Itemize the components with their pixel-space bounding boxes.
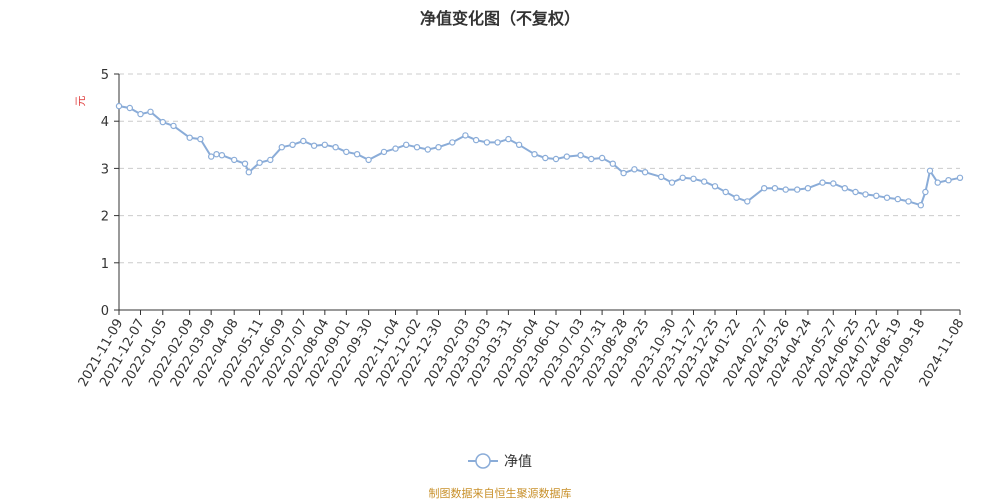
data-point [332,143,339,151]
data-point [862,191,869,198]
data-point [365,156,372,164]
data-point [922,188,929,196]
data-point [403,141,410,148]
y-tick-label: 0 [101,304,109,319]
data-point [598,154,606,162]
data-point [830,180,837,187]
data-point [449,139,456,146]
data-point [733,194,740,201]
data-point [552,155,560,163]
data-point [300,137,307,145]
y-tick-label: 4 [101,115,109,130]
source-note: 制图数据来自恒生聚源数据库 [429,486,572,500]
data-point [782,186,789,193]
data-point [609,160,617,167]
data-point [711,183,719,190]
data-point [278,143,285,151]
data-point [218,151,226,159]
chart-title: 净值变化图（不复权） [420,9,580,28]
data-point [804,184,812,192]
legend[interactable]: 净值 [468,453,532,470]
data-point [115,102,123,110]
data-point [841,184,849,192]
data-point [472,136,480,144]
data-point [794,186,801,193]
data-point [159,118,166,126]
data-point [137,110,144,118]
data-point [956,174,964,181]
data-point [542,154,549,162]
data-point [197,135,204,143]
data-point [690,175,697,182]
data-point [413,143,421,151]
data-point [668,179,676,186]
data-point [321,141,328,148]
data-point [926,167,934,174]
x-axis: 2021-11-092021-12-072022-01-052022-02-09… [76,309,967,389]
data-point [310,142,318,149]
data-point [894,195,902,203]
data-point [577,151,584,159]
data-point [515,141,523,148]
data-point [873,192,880,199]
data-point [505,135,512,143]
data-point [722,188,729,196]
data-point [343,148,350,156]
data-point [353,150,361,158]
data-point [186,134,193,141]
y-axis-label: 元 [74,96,87,107]
data-point [213,150,220,158]
data-point [531,150,538,158]
data-point [207,153,215,160]
data-point [126,104,134,112]
data-point [494,139,501,146]
data-point [917,201,925,209]
data-point [761,184,768,192]
data-point [905,198,912,205]
data-point [289,141,296,148]
grid-lines [119,73,960,264]
data-point [641,168,649,176]
data-point [424,146,431,153]
y-tick-label: 2 [101,210,109,225]
data-point [435,143,442,151]
data-point [563,153,571,160]
data-point [852,188,859,196]
y-tick-label: 5 [101,68,109,83]
y-axis: 0 1 2 3 4 5 [101,68,120,319]
data-point [170,122,177,130]
data-point [934,179,941,186]
data-point [679,174,686,181]
data-point [462,132,469,139]
data-point [230,156,238,164]
data-point [147,108,154,116]
data-point [241,160,249,167]
data-point [819,179,826,186]
legend-label: 净值 [504,454,532,470]
data-point [267,156,274,164]
data-point [701,178,708,185]
plot-area [115,102,964,209]
data-point [483,139,491,146]
data-point [380,148,388,156]
data-point [883,194,891,201]
data-point [588,155,595,163]
data-point [744,198,751,205]
data-point [392,145,399,152]
data-point [945,176,952,184]
legend-marker-icon [475,453,491,469]
data-point [771,184,779,192]
data-point [256,159,263,166]
data-point [631,166,638,173]
y-tick-label: 3 [101,162,109,177]
y-tick-label: 1 [101,257,109,272]
data-point [245,168,252,176]
data-point [620,169,627,177]
data-point [658,173,665,181]
